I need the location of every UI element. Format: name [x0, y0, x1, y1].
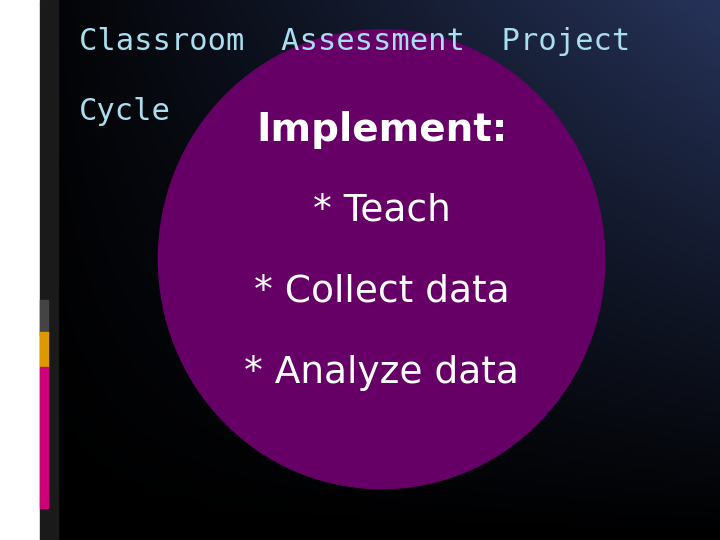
Bar: [0, 0, 40, 540]
Bar: [40, 0, 58, 540]
Bar: [40, 367, 48, 508]
Text: Implement:: Implement:: [256, 111, 508, 148]
Bar: [40, 332, 48, 367]
Text: Cycle: Cycle: [79, 97, 171, 126]
Ellipse shape: [158, 30, 605, 489]
Text: Classroom  Assessment  Project: Classroom Assessment Project: [79, 27, 631, 56]
Text: * Teach: * Teach: [312, 193, 451, 228]
Bar: [40, 300, 48, 335]
Text: * Collect data: * Collect data: [253, 274, 510, 309]
Text: * Analyze data: * Analyze data: [244, 355, 519, 390]
